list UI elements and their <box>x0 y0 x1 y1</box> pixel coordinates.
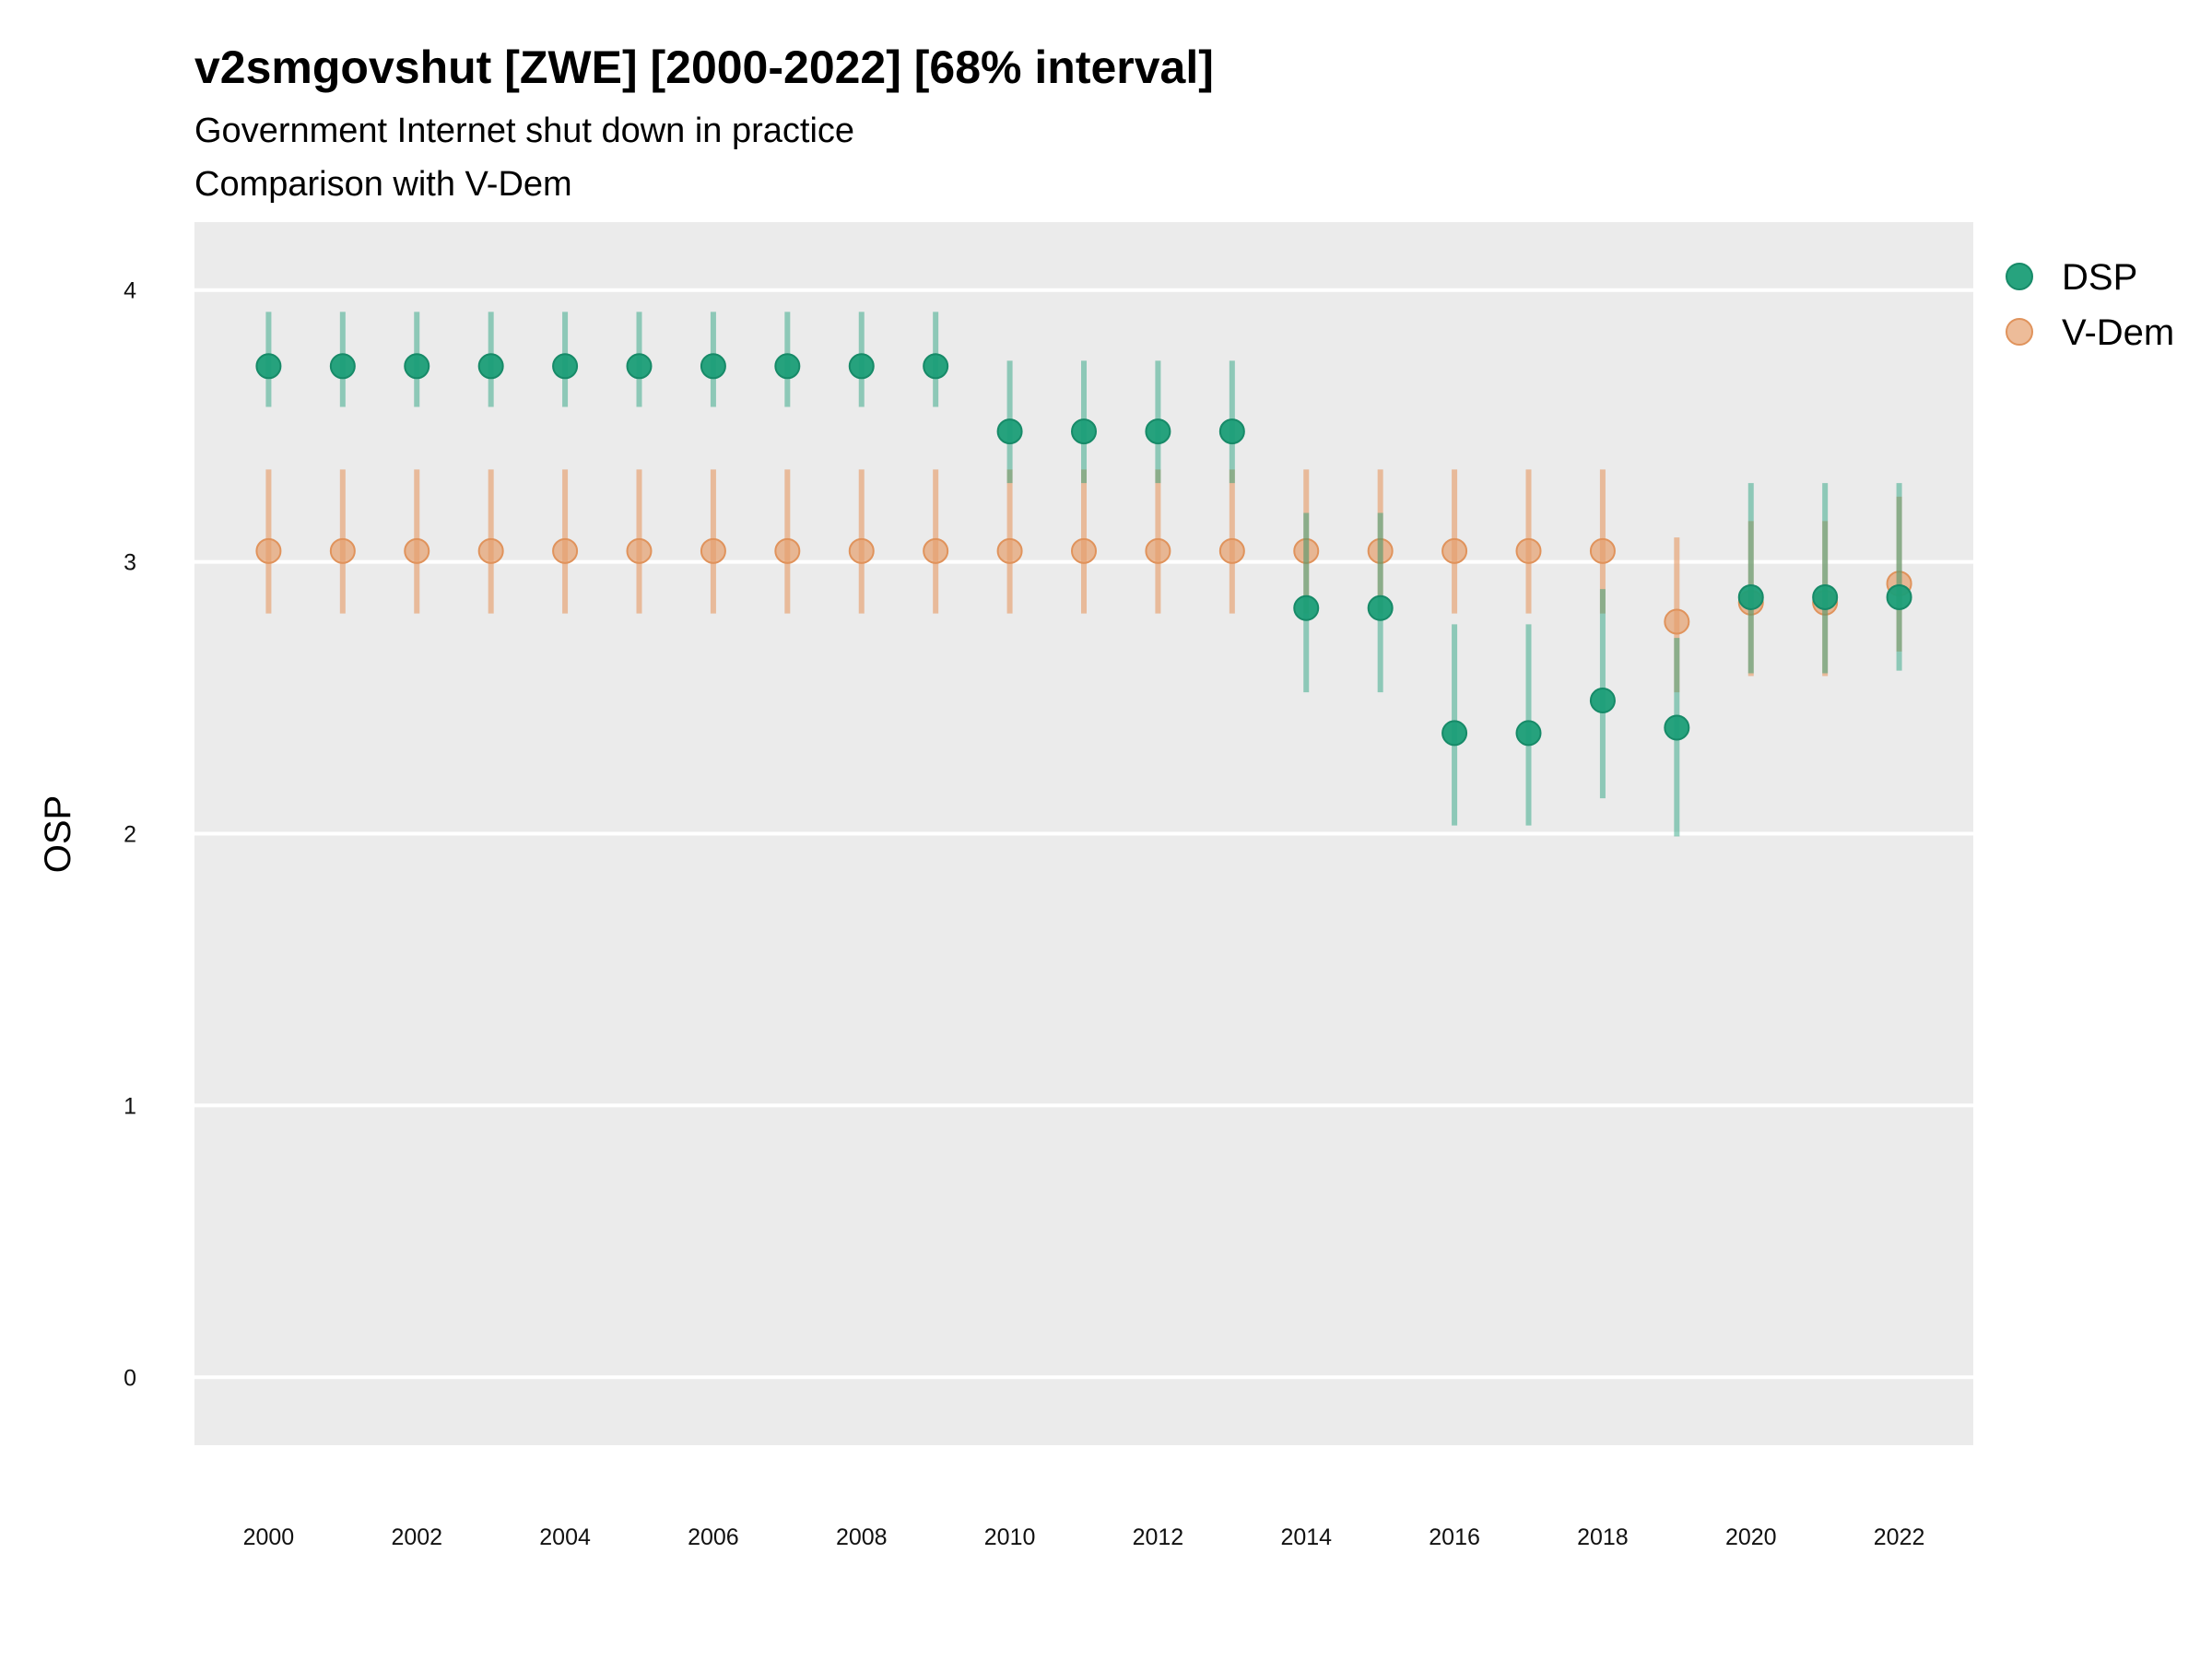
data-point <box>1737 583 1764 610</box>
data-point <box>1145 418 1171 445</box>
series-dsp <box>255 312 1912 837</box>
data-point <box>1218 418 1245 445</box>
x-axis-ticks: 2000 2002 2004 2006 2008 2010 2012 2014 2016 2018… <box>243 1524 1925 1550</box>
x-tick-label: 2006 <box>688 1524 739 1550</box>
data-point <box>996 418 1023 445</box>
data-point <box>552 537 579 564</box>
data-point <box>774 537 801 564</box>
chart-subtitle: Government Internet shut down in practic… <box>194 112 854 150</box>
data-point <box>1145 537 1171 564</box>
chart-title: v2smgovshut [ZWE] [2000-2022] [68% inter… <box>194 41 1214 93</box>
y-tick-label: 3 <box>124 550 136 576</box>
x-tick-label: 2020 <box>1725 1524 1777 1550</box>
x-tick-label: 2014 <box>1280 1524 1332 1550</box>
data-point <box>700 537 726 564</box>
chart-subtitle-2: Comparison with V-Dem <box>194 165 572 204</box>
y-tick-label: 4 <box>124 278 136 304</box>
data-point <box>923 353 949 380</box>
data-point <box>329 353 356 380</box>
x-tick-label: 2004 <box>539 1524 591 1550</box>
data-point <box>1812 583 1839 610</box>
legend-label: DSP <box>2062 257 2137 298</box>
y-axis-ticks: 0 1 2 3 4 <box>124 278 136 1392</box>
x-tick-label: 2008 <box>836 1524 888 1550</box>
data-point <box>1664 714 1690 741</box>
data-point <box>700 353 726 380</box>
data-point <box>552 353 579 380</box>
legend: DSP V-Dem <box>2006 257 2174 353</box>
data-point <box>1293 594 1320 621</box>
x-tick-label: 2002 <box>391 1524 442 1550</box>
data-point <box>477 537 504 564</box>
data-point <box>848 537 875 564</box>
data-point <box>255 537 282 564</box>
legend-key <box>2006 263 2033 290</box>
x-tick-label: 2012 <box>1133 1524 1184 1550</box>
data-point <box>1515 537 1542 564</box>
data-point <box>1441 720 1468 747</box>
x-tick-label: 2000 <box>243 1524 295 1550</box>
data-point <box>1367 594 1394 621</box>
y-axis-label: OSP <box>38 795 78 873</box>
data-point <box>1441 537 1468 564</box>
x-tick-label: 2022 <box>1874 1524 1925 1550</box>
data-point <box>774 353 801 380</box>
series-layer <box>255 312 1912 837</box>
data-point <box>626 537 653 564</box>
data-point <box>923 537 949 564</box>
data-point <box>1664 608 1690 635</box>
y-tick-label: 2 <box>124 822 136 848</box>
data-point <box>329 537 356 564</box>
data-point <box>477 353 504 380</box>
data-point <box>255 353 282 380</box>
data-point <box>1515 720 1542 747</box>
x-tick-label: 2010 <box>984 1524 1036 1550</box>
data-point <box>848 353 875 380</box>
data-point <box>1589 537 1616 564</box>
data-point <box>1589 688 1616 714</box>
legend-label: V-Dem <box>2062 312 2174 353</box>
data-point <box>1071 537 1097 564</box>
data-point <box>626 353 653 380</box>
data-point <box>404 353 430 380</box>
series-v-dem <box>255 469 1912 693</box>
data-point <box>1218 537 1245 564</box>
data-point <box>1293 537 1320 564</box>
data-point <box>1071 418 1097 445</box>
data-point <box>1367 537 1394 564</box>
y-tick-label: 0 <box>124 1365 136 1391</box>
data-point <box>1886 583 1912 610</box>
data-point <box>996 537 1023 564</box>
x-tick-label: 2016 <box>1429 1524 1480 1550</box>
data-point <box>404 537 430 564</box>
x-tick-label: 2018 <box>1577 1524 1629 1550</box>
legend-key <box>2006 318 2033 346</box>
y-tick-label: 1 <box>124 1093 136 1119</box>
